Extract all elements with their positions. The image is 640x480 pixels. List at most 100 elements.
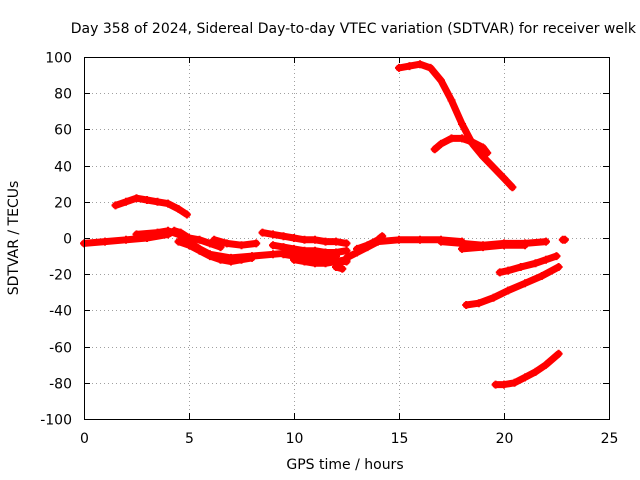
- data-point: [516, 263, 525, 271]
- x-tick-label: 5: [185, 431, 194, 447]
- data-point: [554, 263, 563, 271]
- y-tick-label: -60: [49, 341, 72, 357]
- x-axis-label: GPS time / hours: [286, 457, 403, 473]
- chart-title: Day 358 of 2024, Sidereal Day-to-day VTE…: [71, 21, 637, 37]
- data-point: [395, 63, 403, 72]
- data-point: [378, 232, 387, 241]
- data-point: [153, 197, 162, 206]
- data-point: [560, 235, 569, 244]
- series-sat-t: [491, 349, 563, 389]
- data-point: [508, 183, 517, 192]
- data-point: [537, 272, 546, 280]
- data-point: [468, 138, 477, 147]
- data-point: [458, 244, 466, 253]
- data-point: [300, 235, 309, 244]
- axis-ticks: [84, 57, 610, 420]
- data-point: [290, 234, 298, 242]
- data-point: [338, 264, 347, 273]
- data-point: [416, 60, 424, 69]
- data-point: [342, 246, 351, 255]
- data-point: [153, 228, 162, 237]
- data-point: [182, 210, 191, 219]
- data-point: [143, 196, 151, 204]
- data-point: [489, 293, 498, 302]
- data-point: [437, 139, 445, 148]
- data-point: [342, 239, 351, 248]
- data-point: [206, 239, 214, 248]
- data-point: [458, 120, 466, 128]
- data-point: [332, 263, 340, 271]
- data-point: [332, 237, 340, 246]
- y-tick-label: 80: [54, 87, 72, 103]
- data-point: [311, 259, 319, 268]
- data-point: [447, 96, 456, 105]
- data-point: [353, 244, 361, 253]
- data-point: [195, 235, 204, 244]
- data-point: [458, 134, 466, 143]
- series-trace: [185, 234, 224, 251]
- data-point: [479, 152, 487, 161]
- x-tick-label: 25: [601, 431, 619, 447]
- data-point: [210, 235, 219, 244]
- data-series: [80, 60, 569, 389]
- data-point: [521, 373, 529, 382]
- data-point: [437, 237, 445, 246]
- data-point: [290, 255, 298, 264]
- series-sat-s: [462, 263, 563, 309]
- data-point: [342, 253, 351, 262]
- data-point: [405, 62, 414, 71]
- data-point: [489, 163, 498, 172]
- series-sat-i: [258, 228, 351, 248]
- data-point: [430, 145, 439, 154]
- data-point: [504, 286, 513, 295]
- data-point: [500, 241, 508, 250]
- data-point: [227, 257, 235, 266]
- data-point: [311, 235, 319, 244]
- data-point: [132, 230, 141, 239]
- data-point: [483, 148, 492, 157]
- series-sat-c: [111, 194, 191, 219]
- data-point: [248, 253, 256, 262]
- data-point: [174, 205, 183, 213]
- series-sat-j: [269, 241, 351, 257]
- data-point: [332, 248, 340, 257]
- series-trace: [492, 350, 563, 389]
- data-point: [474, 299, 483, 308]
- data-point: [542, 360, 550, 369]
- series-sat-f: [174, 237, 256, 266]
- data-point: [416, 235, 424, 244]
- x-tick-label: 0: [80, 431, 89, 447]
- data-point: [237, 241, 246, 250]
- series-trace: [395, 60, 516, 191]
- data-point: [132, 194, 141, 203]
- data-point: [195, 246, 204, 255]
- data-point: [164, 226, 172, 235]
- data-point: [521, 279, 529, 288]
- data-point: [216, 255, 225, 264]
- data-point: [111, 201, 120, 210]
- data-point: [395, 235, 403, 244]
- series-sat-g: [185, 234, 225, 252]
- data-point: [174, 237, 183, 246]
- series-sat-r: [495, 252, 561, 277]
- data-point: [237, 255, 246, 264]
- data-point: [479, 243, 487, 252]
- series-sat-b: [430, 134, 492, 157]
- series-trace: [353, 232, 386, 253]
- series-sat-q: [458, 241, 529, 253]
- data-point: [269, 250, 277, 259]
- series-sat-u: [558, 235, 569, 244]
- data-point: [462, 301, 471, 309]
- data-point: [164, 199, 172, 208]
- y-tick-label: -80: [49, 377, 72, 393]
- data-point: [206, 252, 214, 261]
- series-sat-a: [395, 60, 517, 192]
- data-point: [300, 246, 309, 255]
- data-point: [269, 241, 277, 250]
- x-tick-label: 20: [496, 431, 514, 447]
- data-point: [185, 234, 193, 242]
- y-tick-label: 100: [45, 51, 72, 67]
- data-point: [500, 174, 508, 183]
- data-point: [554, 349, 563, 358]
